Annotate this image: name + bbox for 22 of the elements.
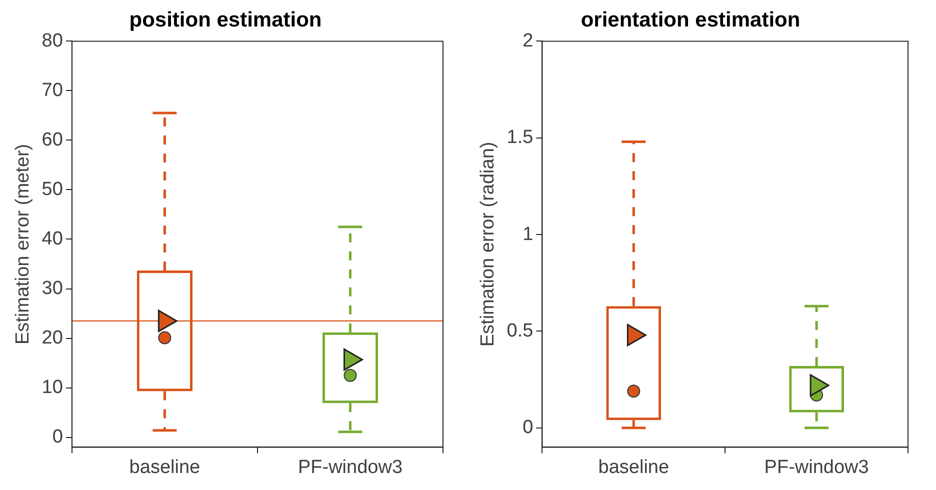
y-tick-label: 0 (522, 417, 534, 438)
y-tick-label: 1 (522, 224, 534, 245)
y-tick-label: 30 (42, 278, 63, 299)
chart-title: position estimation (129, 8, 322, 32)
y-tick-label: 2 (522, 30, 534, 52)
x-tick-label: PF-window3 (764, 456, 869, 478)
y-tick-label: 80 (42, 30, 63, 52)
y-tick-label: 60 (42, 129, 63, 150)
y-tick-label: 50 (42, 178, 63, 200)
y-tick-label: 40 (42, 228, 63, 250)
y-tick-label: 70 (42, 80, 63, 101)
x-tick-label: baseline (598, 456, 670, 478)
y-tick-label: 0 (52, 426, 63, 448)
x-tick-label: PF-window3 (298, 456, 403, 478)
chart-title: orientation estimation (580, 8, 800, 32)
y-axis-title: Estimation error (radian) (478, 142, 499, 347)
y-tick-label: 10 (42, 377, 63, 398)
y-tick-label: 20 (42, 328, 63, 349)
y-tick-label: 1.5 (506, 127, 534, 148)
y-axis-title: Estimation error (meter) (12, 144, 34, 345)
y-tick-label: 0.5 (506, 320, 534, 342)
x-tick-label: baseline (129, 456, 200, 478)
